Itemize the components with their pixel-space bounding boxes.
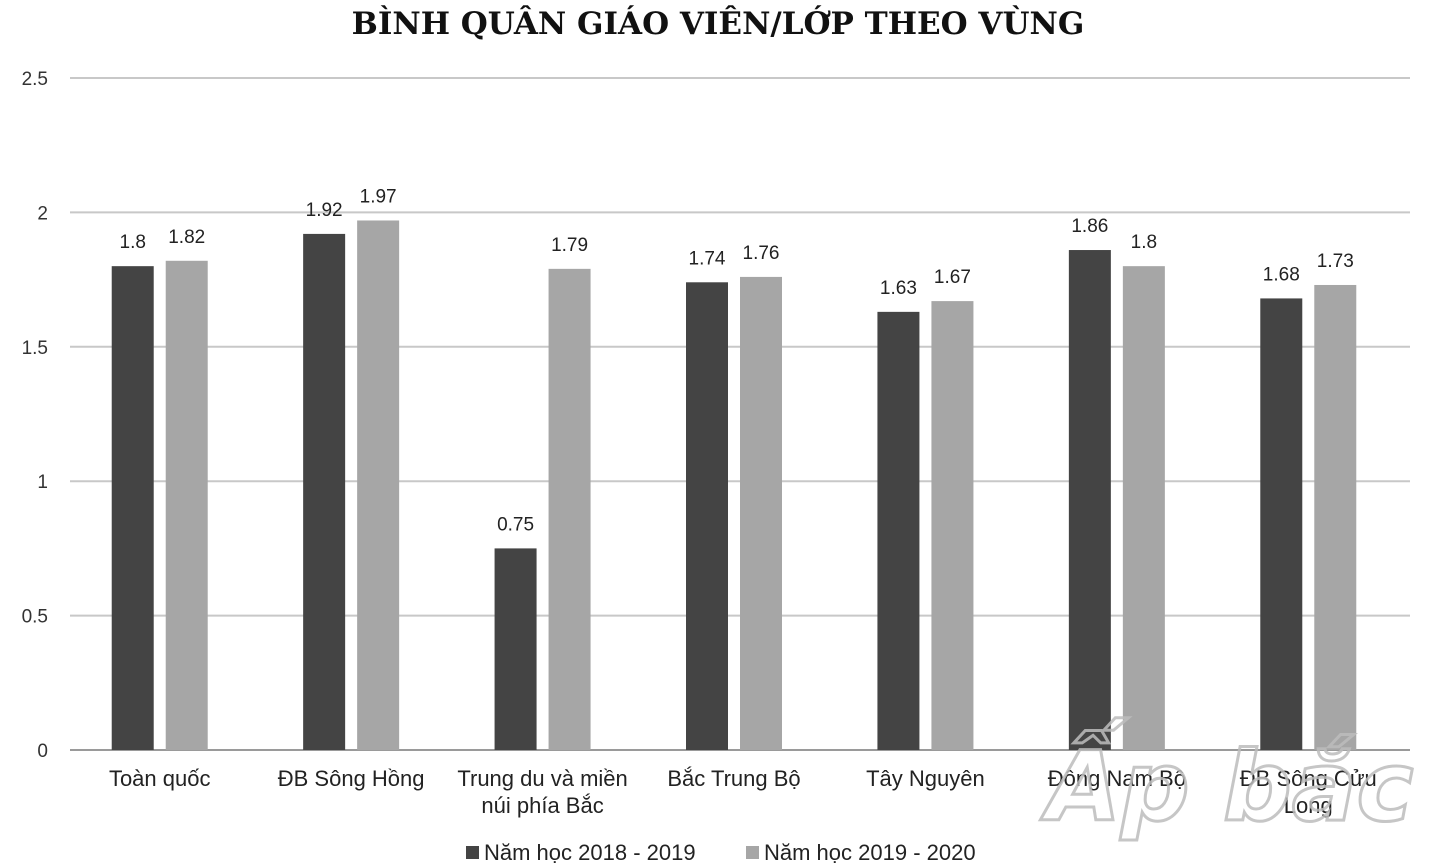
y-tick-label: 1 — [37, 472, 48, 493]
category-label: Trung du và miền — [457, 766, 627, 791]
data-label: 1.68 — [1263, 264, 1300, 285]
data-label: 1.79 — [551, 235, 588, 256]
bar-series-2 — [740, 276, 782, 750]
bar-series-1 — [1260, 298, 1303, 750]
category-label: ĐB Sông Cửu — [1240, 766, 1377, 791]
data-label: 1.92 — [306, 200, 343, 221]
watermark-logo-text: Ấp bắc — [1040, 718, 1414, 843]
category-label: núi phía Bắc — [481, 793, 603, 818]
y-tick-label: 2.5 — [22, 69, 48, 90]
bar-series-2 — [1122, 266, 1165, 750]
x-axis-categories: Toàn quốc ĐB Sông Hồng Trung du và miềnnúi… — [109, 766, 1377, 818]
y-tick-label: 0 — [37, 741, 48, 762]
data-label: 1.97 — [360, 186, 397, 207]
data-label: 1.74 — [689, 248, 726, 269]
legend-label: Năm học 2019 - 2020 — [764, 840, 976, 864]
bar-series-2 — [548, 268, 591, 750]
bar-series-1 — [686, 282, 728, 750]
y-tick-label: 0.5 — [22, 607, 48, 628]
legend-swatch — [746, 846, 759, 859]
y-axis-ticks: 0 0.5 1 1.5 2 2.5 — [22, 69, 48, 762]
category-label: Toàn quốc — [109, 766, 211, 791]
data-labels: 1.8 1.82 1.92 1.97 0.75 1.79 1.74 1.76 1.63 1.67 1… — [120, 186, 1354, 535]
bar-series-2 — [165, 260, 208, 750]
data-label: 1.82 — [168, 227, 205, 248]
data-label: 1.8 — [120, 232, 146, 253]
category-label: Đông Nam Bộ — [1048, 766, 1186, 791]
bar-series-2 — [931, 301, 974, 750]
bar-series-1 — [303, 233, 346, 751]
legend-swatch — [466, 846, 479, 859]
chart-title: BÌNH QUÂN GIÁO VIÊN/LỚP THEO VÙNG — [352, 4, 1085, 42]
y-tick-label: 1.5 — [22, 338, 48, 359]
data-label: 1.73 — [1317, 251, 1354, 272]
data-label: 0.75 — [497, 514, 534, 535]
data-label: 1.86 — [1071, 216, 1108, 237]
bar-series-1 — [494, 548, 537, 750]
y-tick-label: 2 — [37, 203, 48, 224]
category-label: Long — [1284, 793, 1333, 818]
bars — [111, 220, 1357, 751]
data-label: 1.63 — [880, 278, 917, 299]
bar-series-2 — [357, 220, 400, 751]
bar-series-2 — [1314, 284, 1357, 750]
ap-bac-logo-icon: Ấp bắc — [1038, 717, 1415, 845]
data-label: 1.76 — [743, 243, 780, 264]
legend-label: Năm học 2018 - 2019 — [484, 840, 696, 864]
data-label: 1.8 — [1131, 232, 1157, 253]
data-label: 1.67 — [934, 267, 971, 288]
bar-series-1 — [111, 266, 154, 750]
category-label: ĐB Sông Hồng — [278, 766, 425, 791]
legend: Năm học 2018 - 2019 Năm học 2019 - 2020 — [466, 840, 976, 864]
bar-series-1 — [1068, 250, 1111, 751]
category-label: Bắc Trung Bộ — [667, 766, 800, 791]
bar-series-1 — [877, 311, 920, 750]
category-label: Tây Nguyên — [866, 766, 985, 791]
